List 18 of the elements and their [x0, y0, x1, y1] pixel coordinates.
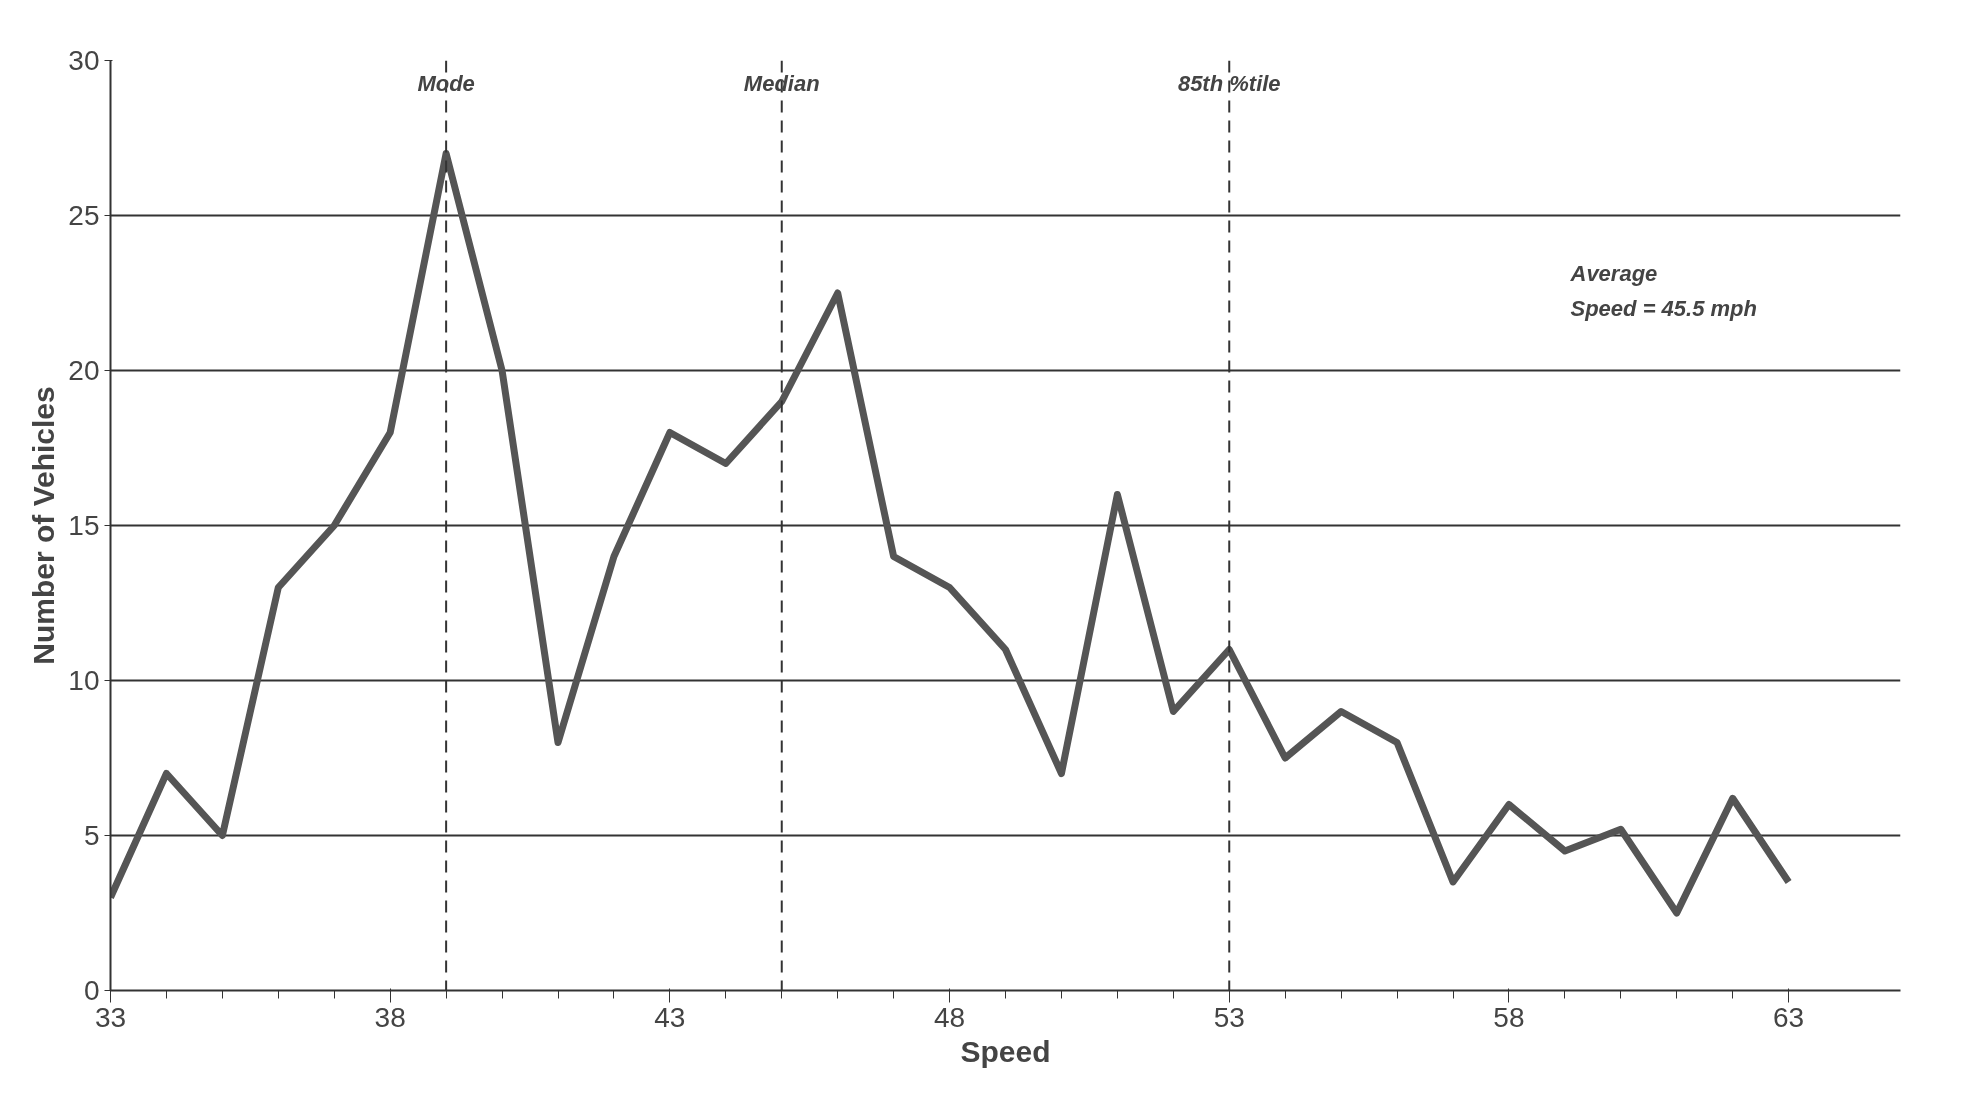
y-tick-label: 10: [68, 665, 100, 696]
y-tick-label: 15: [68, 510, 100, 541]
ref-line-label: Median: [743, 70, 820, 96]
ref-line-label: 85th %tile: [1177, 70, 1281, 96]
annotation: Average Speed = 45.5 mph: [1569, 260, 1757, 321]
y-tick-label: 30: [68, 45, 100, 76]
ref-line-label: Mode: [417, 70, 475, 96]
x-tick-label: 58: [1493, 1001, 1525, 1033]
y-axis-title: Number of Vehicles: [27, 386, 61, 665]
x-tick-label: 48: [933, 1001, 966, 1033]
x-axis-title: Speed: [960, 1034, 1051, 1068]
y-tick-label: 5: [83, 820, 100, 851]
x-tick-label: 38: [374, 1001, 406, 1033]
x-tick-label: 63: [1773, 1001, 1805, 1033]
x-tick-label: 43: [654, 1001, 686, 1033]
y-tick-label: 20: [68, 355, 100, 386]
y-tick-label: 25: [68, 200, 100, 231]
x-tick-label: 53: [1213, 1001, 1245, 1033]
